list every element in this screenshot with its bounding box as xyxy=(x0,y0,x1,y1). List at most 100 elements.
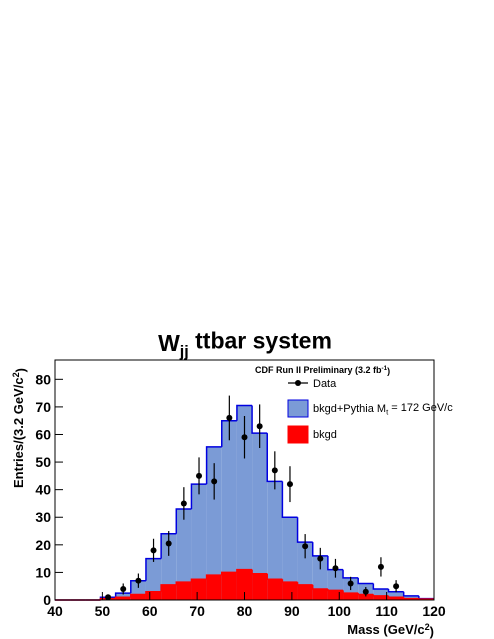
y-axis-label-part: 2 xyxy=(11,372,21,377)
data-point xyxy=(211,478,218,485)
histogram-outline xyxy=(372,594,389,597)
x-axis-label-part: ) xyxy=(430,624,434,639)
histogram-outline xyxy=(342,569,359,579)
histogram-bar xyxy=(312,588,328,600)
histogram-bar xyxy=(388,597,404,600)
histogram-outline xyxy=(402,597,419,600)
histogram-bar xyxy=(206,575,222,600)
data-point xyxy=(165,540,172,547)
data-point xyxy=(317,555,324,562)
legend-title-part: -1 xyxy=(382,365,388,372)
histogram-bar xyxy=(373,588,389,600)
legend-label: bkgd+Pythia Mt = 172 GeV/c xyxy=(313,402,453,417)
data-point xyxy=(377,563,384,570)
data-point xyxy=(241,434,248,441)
data-point xyxy=(362,588,369,595)
histogram-outline xyxy=(266,573,283,581)
x-tick-label: 40 xyxy=(47,603,63,619)
legend-swatch xyxy=(287,425,309,444)
histogram-outline xyxy=(357,577,374,585)
histogram-outline xyxy=(221,571,237,576)
x-axis-label: Mass (GeV/c2) xyxy=(347,622,434,639)
histogram-outline xyxy=(266,433,283,483)
y-tick-label: 0 xyxy=(43,592,51,608)
legend-label: Data xyxy=(313,378,337,390)
histogram-bar xyxy=(206,446,222,600)
chart-title-part: W xyxy=(158,330,180,356)
x-axis-label-part: 2 xyxy=(425,622,430,632)
histogram-outline xyxy=(160,584,177,592)
y-tick-label: 50 xyxy=(35,454,51,470)
histogram-outline xyxy=(327,588,344,592)
histogram-outline xyxy=(418,598,434,600)
x-tick-label: 120 xyxy=(422,603,446,619)
histogram-outline xyxy=(296,517,313,543)
legend-swatch xyxy=(287,399,309,418)
y-axis-label: Entries/(3.2 GeV/c2) xyxy=(11,368,28,488)
y-tick-label: 40 xyxy=(35,482,51,498)
histogram-bar xyxy=(161,584,177,600)
histogram-bar xyxy=(145,591,162,600)
data-point xyxy=(180,500,187,507)
data-point xyxy=(347,580,354,587)
histogram-outline xyxy=(236,404,253,421)
histogram-bar xyxy=(373,595,389,600)
y-tick-label: 30 xyxy=(35,509,51,525)
y-tick-label: 80 xyxy=(35,371,51,387)
histogram-outline xyxy=(221,419,237,447)
histogram-bar xyxy=(297,584,313,600)
histogram-outline xyxy=(190,483,207,509)
histogram-outline xyxy=(281,579,298,583)
histogram-outline xyxy=(190,578,207,583)
data-point xyxy=(302,543,309,550)
chart-title-part: ttbar system xyxy=(189,328,332,354)
histogram-bar xyxy=(191,484,207,600)
legend-title-part: CDF Run II Preliminary (3.2 fb xyxy=(255,365,382,375)
x-tick-label: 110 xyxy=(375,603,398,619)
histogram-bar xyxy=(327,590,344,600)
histogram-bar xyxy=(282,517,298,600)
data-point xyxy=(256,423,263,430)
chart-title-part: jj xyxy=(179,343,189,361)
y-tick-label: 10 xyxy=(35,564,51,580)
histogram-bar xyxy=(221,572,237,600)
histogram-bar xyxy=(191,579,207,600)
y-tick-label: 70 xyxy=(35,399,51,415)
legend-title: CDF Run II Preliminary (3.2 fb-1) xyxy=(255,365,390,376)
histogram-outline xyxy=(387,595,404,598)
histogram-bar xyxy=(267,481,283,600)
legend-label-part: bkgd+Pythia M xyxy=(313,403,386,415)
data-point xyxy=(332,565,339,572)
legend-symbol xyxy=(295,380,301,386)
histogram-bar xyxy=(267,579,283,600)
histogram-bar xyxy=(115,597,131,600)
histogram-bar xyxy=(358,594,374,600)
histogram-bar xyxy=(176,508,192,600)
histogram-outline xyxy=(281,481,298,518)
data-point xyxy=(120,585,127,592)
histogram-bar xyxy=(130,594,146,600)
histogram-outline xyxy=(357,593,374,596)
y-tick-label: 60 xyxy=(35,426,51,442)
histogram-outline xyxy=(251,569,268,575)
histogram-bar xyxy=(161,533,177,600)
histogram-bar xyxy=(388,591,404,600)
data-point xyxy=(286,481,293,488)
data-point xyxy=(150,547,157,554)
histogram-bar xyxy=(236,405,253,600)
histogram-outline xyxy=(296,582,313,586)
histogram-outline xyxy=(251,405,268,434)
histogram-bar xyxy=(252,573,268,600)
histogram-outline xyxy=(311,584,328,590)
histogram-outline xyxy=(145,557,162,581)
y-axis-label-part: ) xyxy=(13,368,28,372)
data-point xyxy=(105,594,112,601)
data-point xyxy=(135,577,142,584)
histogram-bar xyxy=(145,558,162,600)
x-tick-label: 70 xyxy=(189,603,205,619)
legend-title-part: ) xyxy=(387,366,390,376)
histogram-outline xyxy=(236,568,253,573)
histogram-outline xyxy=(130,593,146,598)
